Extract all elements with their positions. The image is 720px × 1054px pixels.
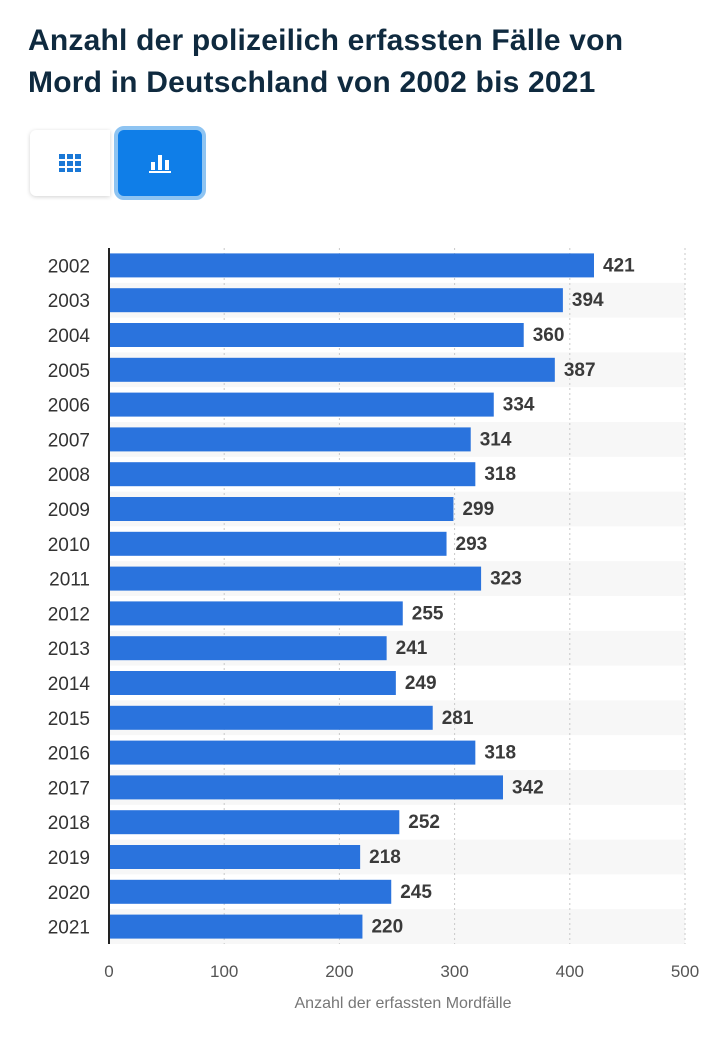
category-label: 2012 [48,604,90,625]
category-label: 2008 [48,465,90,486]
data-label: 387 [564,360,596,381]
category-label: 2019 [48,848,90,869]
x-tick-label: 100 [210,962,238,981]
x-tick-label: 300 [440,962,468,981]
bar-2018 [109,810,400,835]
bar-2017 [109,775,503,800]
x-tick-label: 400 [556,962,584,981]
data-label: 394 [572,290,604,311]
data-label: 334 [503,395,535,416]
chart-view-button[interactable] [114,126,206,200]
bar-2013 [109,636,387,661]
bar-2015 [109,705,433,730]
category-label: 2017 [48,778,90,799]
data-label: 241 [396,638,428,659]
category-label: 2006 [48,396,90,417]
bar-2012 [109,601,403,626]
data-label: 252 [408,812,440,833]
bar-2008 [109,462,476,487]
bar-chart-icon [149,155,171,173]
bar-2010 [109,531,447,556]
category-label: 2004 [48,326,91,347]
bar-2014 [109,671,396,695]
bar-2021 [109,914,363,939]
data-label: 421 [603,255,635,276]
category-label: 2018 [48,813,90,834]
data-label: 281 [442,708,474,729]
data-label: 293 [456,534,488,555]
category-label: 2003 [48,291,90,312]
category-label: 2016 [48,744,90,765]
category-label: 2005 [48,361,90,382]
bar-2006 [109,392,494,417]
data-label: 318 [484,464,516,485]
bar-2003 [109,288,563,313]
data-label: 342 [512,777,544,798]
category-label: 2015 [48,709,90,730]
data-label: 255 [412,603,444,624]
category-label: 2010 [48,535,90,556]
grid-table-icon [59,154,81,172]
category-label: 2007 [48,430,90,451]
data-label: 299 [462,499,494,520]
bar-2016 [109,740,476,765]
data-label: 314 [480,429,512,450]
bar-2020 [109,879,392,904]
data-label: 218 [369,847,401,868]
bar-2019 [109,845,361,869]
table-view-button[interactable] [30,130,110,196]
category-label: 2002 [48,256,90,277]
data-label: 318 [484,743,516,764]
data-label: 245 [400,882,432,903]
category-label: 2021 [48,918,90,939]
x-axis-label: Anzahl der erfassten Mordfälle [295,995,512,1012]
category-label: 2009 [48,500,90,521]
x-tick-label: 500 [671,962,699,981]
bar-2007 [109,427,471,452]
page-title: Anzahl der polizeilich erfassten Fälle v… [28,24,624,99]
bar-2004 [109,323,524,347]
x-tick-label: 0 [104,962,113,981]
bar-2002 [109,253,594,278]
bar-chart-svg: 2002 421 2003 394 2004 360 2005 387 2006 334 2007 3… [48,248,699,1012]
category-label: 2020 [48,883,90,904]
data-label: 360 [533,325,565,346]
category-label: 2013 [48,639,90,660]
category-label: 2011 [49,570,90,591]
data-label: 323 [490,569,522,590]
category-label: 2014 [48,674,91,695]
x-tick-label: 200 [325,962,353,981]
bar-2011 [109,566,482,591]
bar-chart: 2002 421 2003 394 2004 360 2005 387 2006 334 2007 3… [0,230,720,1030]
bar-2009 [109,497,454,521]
data-label: 249 [405,673,437,694]
data-label: 220 [371,917,403,938]
bar-2005 [109,357,555,382]
